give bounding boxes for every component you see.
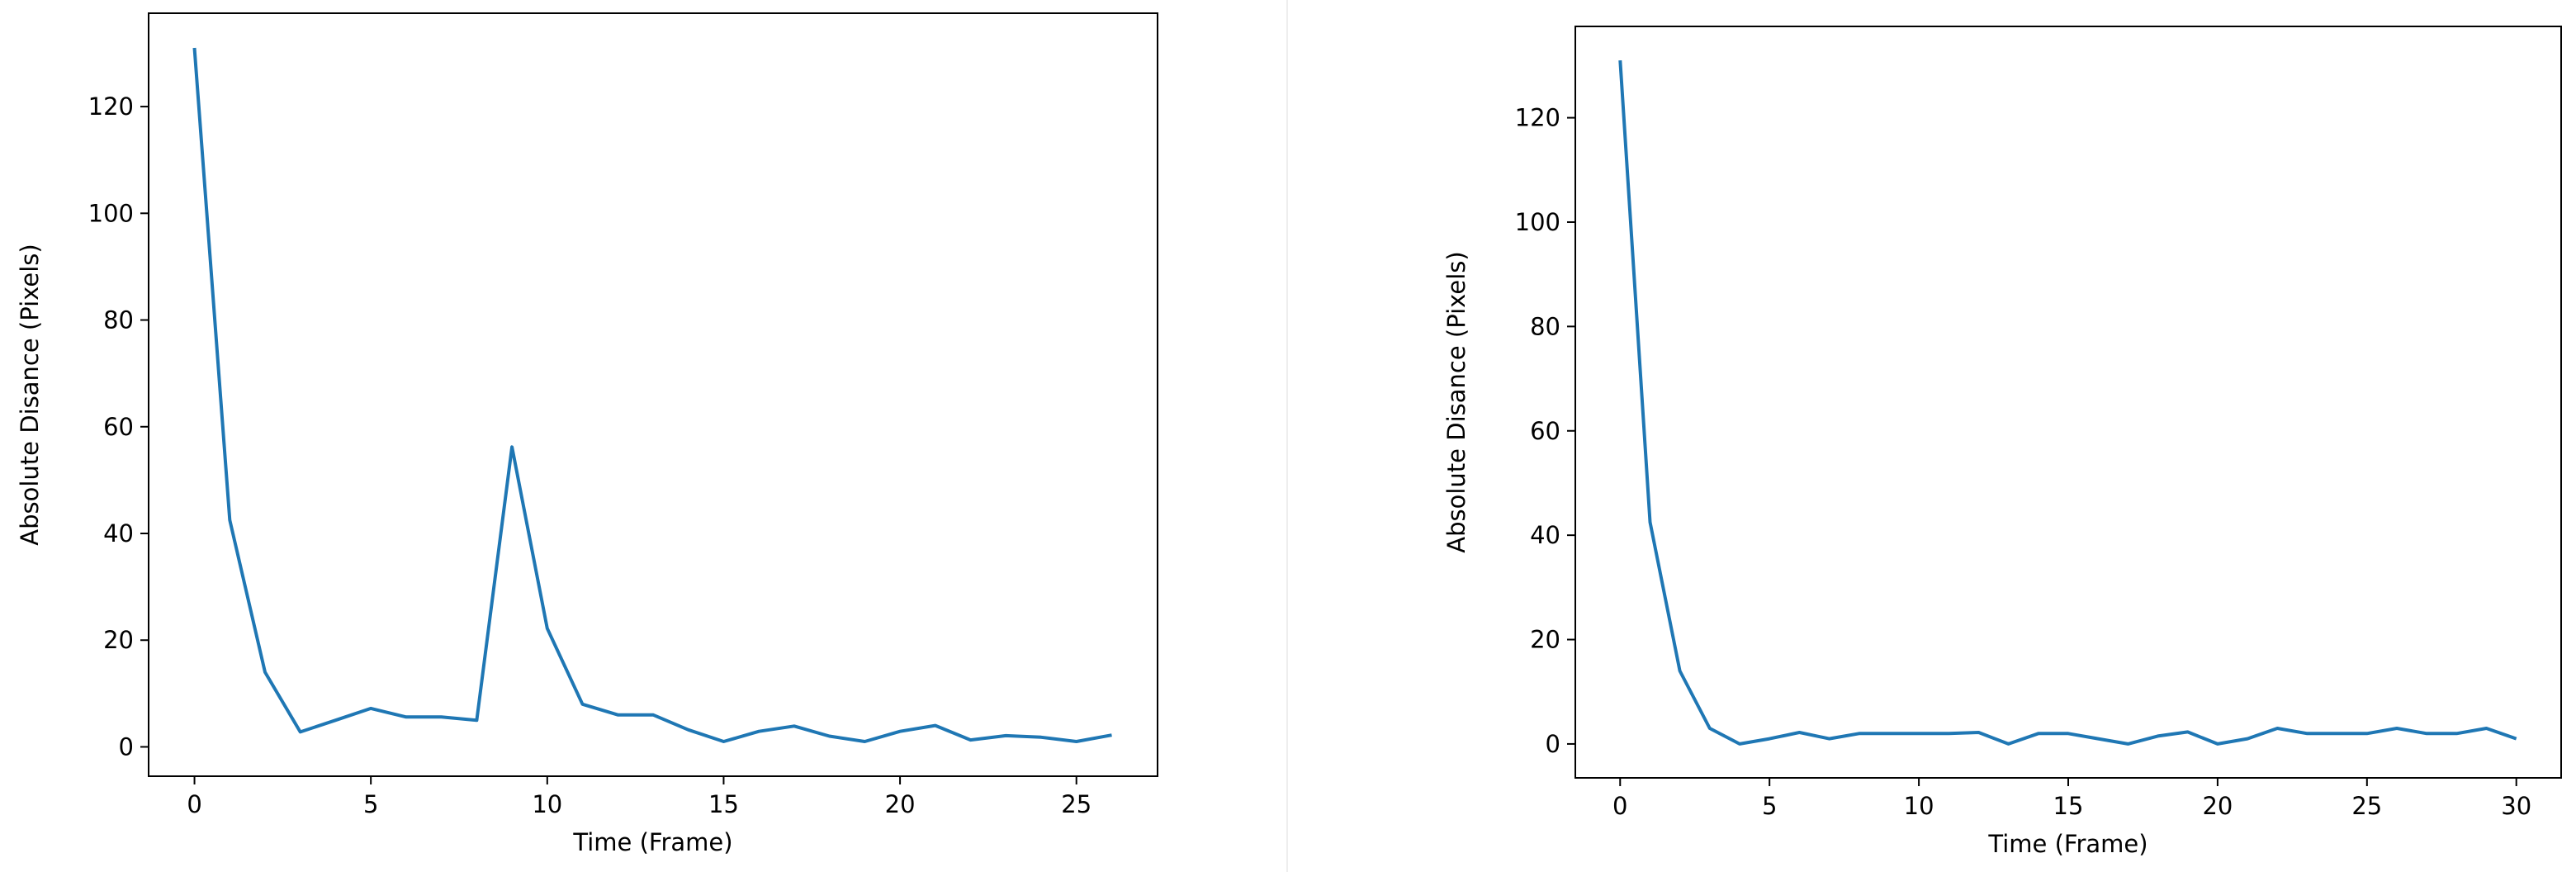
data-point [1916, 731, 1921, 736]
data-point [2006, 742, 2011, 746]
x-tick-label: 0 [1612, 792, 1627, 820]
data-point [298, 729, 303, 734]
y-tick-label: 20 [1530, 626, 1560, 654]
y-tick-label: 60 [1530, 417, 1560, 445]
data-point [1678, 669, 1683, 674]
chart-left: 0 5 10 15 20 25 0 20 40 60 80 100 120 Time (Frame) Abs… [16, 12, 1158, 856]
axes-frame [148, 12, 1158, 777]
panel-divider [1286, 0, 1288, 872]
data-point [2125, 742, 2130, 746]
data-point [2156, 733, 2161, 738]
data-point [1827, 737, 1832, 742]
y-tick-label: 80 [103, 306, 134, 334]
y-tick-label: 40 [103, 519, 134, 547]
data-point [2484, 726, 2489, 731]
y-tick-label: 120 [88, 92, 134, 121]
x-tick-label: 5 [363, 790, 378, 818]
data-point [1737, 742, 1742, 746]
data-point [1857, 731, 1862, 736]
data-point [756, 729, 761, 734]
data-point [2424, 731, 2429, 736]
data-point [2514, 737, 2519, 742]
chart-right: 0 5 10 15 20 25 30 0 20 40 60 80 100 120 Time (Frame) A… [1442, 26, 2562, 858]
data-point [1617, 58, 1622, 63]
data-point [651, 713, 656, 718]
x-axis-label: Time (Frame) [572, 828, 732, 856]
data-point [227, 518, 232, 523]
data-point [509, 444, 514, 449]
data-point [897, 729, 902, 734]
data-point [368, 706, 373, 711]
data-point [2454, 731, 2459, 736]
data-point [1767, 737, 1772, 742]
data-point [1648, 519, 1653, 524]
data-point [2335, 731, 2340, 736]
data-point [1110, 732, 1115, 737]
data-point [1977, 730, 1982, 735]
x-tick-label: 25 [1061, 790, 1091, 818]
data-point [192, 45, 197, 50]
data-point [2066, 731, 2071, 736]
data-point [334, 718, 339, 723]
data-point [580, 702, 585, 707]
data-point [263, 670, 268, 675]
x-tick-label: 30 [2501, 792, 2531, 820]
data-point [933, 723, 938, 728]
x-tick-label: 0 [187, 790, 201, 818]
x-tick-label: 15 [2053, 792, 2084, 820]
data-point [404, 714, 409, 719]
data-point [792, 723, 797, 728]
y-tick-label: 40 [1530, 521, 1560, 549]
axes-frame [1574, 26, 2562, 779]
data-point [2365, 731, 2370, 736]
data-point [2245, 737, 2250, 742]
y-axis-label: Absolute Disance (Pixels) [1442, 251, 1470, 552]
data-point [2185, 729, 2190, 734]
y-tick-label: 80 [1530, 312, 1560, 340]
y-axis-label: Absolute Disance (Pixels) [16, 244, 44, 545]
data-point [615, 713, 620, 718]
data-point [862, 739, 867, 744]
x-tick-label: 25 [2351, 792, 2382, 820]
y-tick-label: 100 [88, 199, 134, 227]
data-point [545, 626, 550, 631]
data-point [474, 718, 479, 723]
y-tick-label: 60 [103, 413, 134, 441]
data-point [1039, 735, 1044, 740]
x-axis-label: Time (Frame) [1987, 830, 2147, 858]
data-point [1946, 731, 1951, 736]
data-point [1887, 731, 1892, 736]
series-line [192, 47, 1112, 743]
y-tick-label: 120 [1515, 104, 1560, 132]
data-point [968, 737, 973, 742]
data-point [2394, 726, 2399, 731]
x-tick-label: 5 [1762, 792, 1777, 820]
data-point [1074, 739, 1079, 744]
data-point [1797, 730, 1802, 735]
data-point [439, 714, 444, 719]
y-tick-label: 100 [1515, 208, 1560, 236]
data-point [2095, 737, 2100, 742]
data-point [2215, 742, 2220, 746]
x-tick-label: 20 [885, 790, 916, 818]
series-line [1618, 59, 2517, 746]
x-tick-label: 10 [532, 790, 562, 818]
data-point [1003, 733, 1008, 738]
x-tick-label: 20 [2202, 792, 2233, 820]
y-tick-label: 20 [103, 626, 134, 654]
x-tick-label: 10 [1904, 792, 1934, 820]
data-point [2275, 726, 2280, 731]
x-tick-label: 15 [708, 790, 739, 818]
data-point [2305, 731, 2310, 736]
data-point [686, 727, 691, 732]
y-tick-label: 0 [1546, 730, 1560, 758]
data-point [722, 739, 727, 744]
y-tick-label: 0 [119, 732, 134, 761]
data-point [1707, 726, 1712, 731]
data-point [827, 734, 832, 739]
data-point [2036, 731, 2041, 736]
